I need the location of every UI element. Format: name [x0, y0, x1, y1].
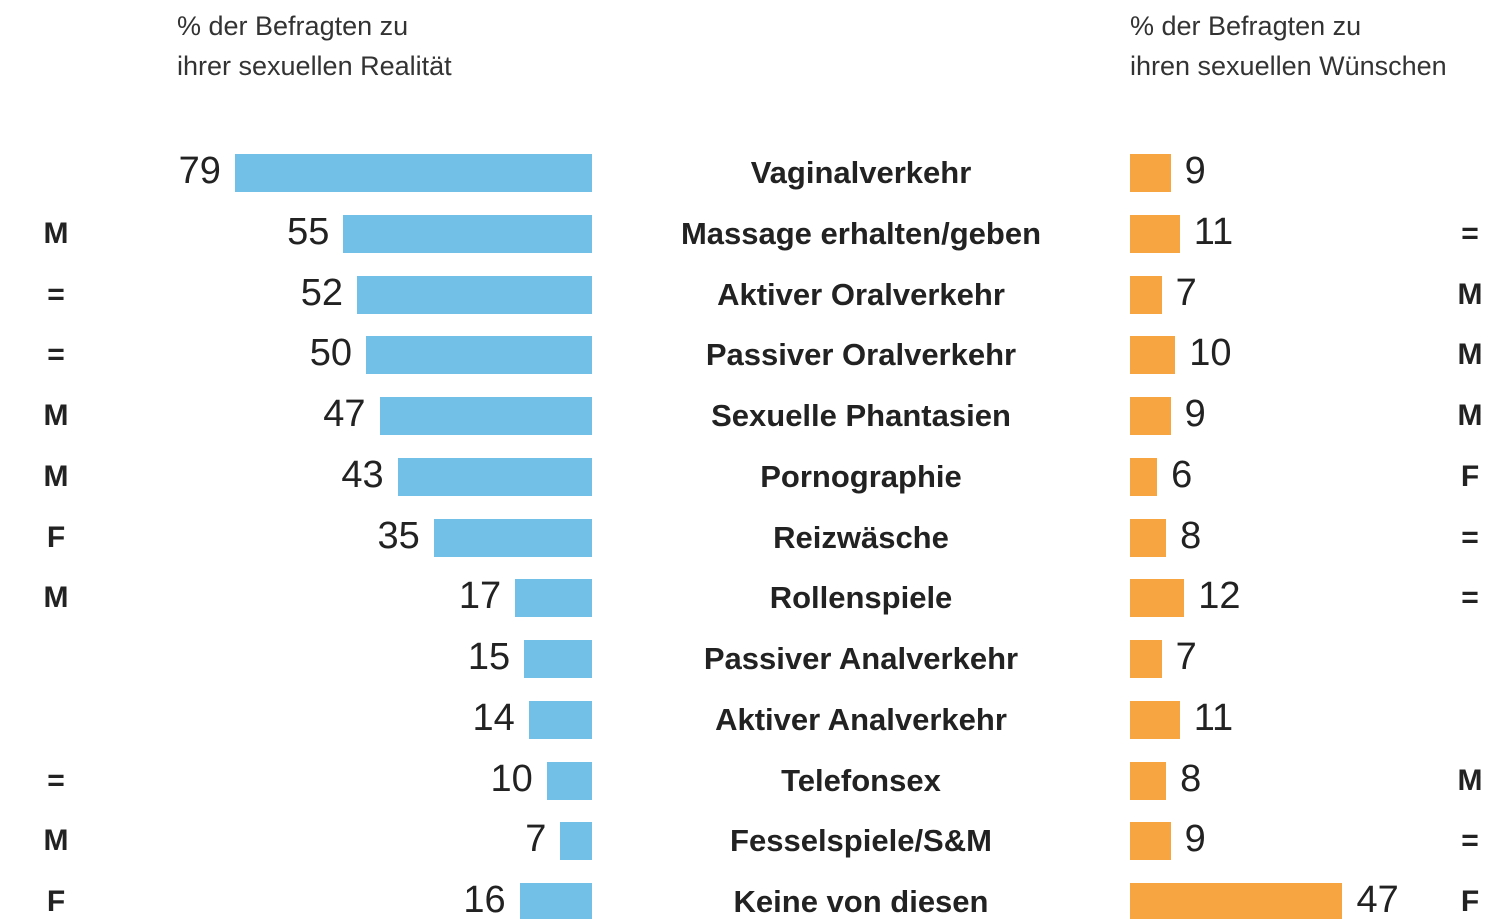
- bar: [546, 761, 592, 800]
- bar: [356, 275, 592, 314]
- value-label: 6: [1171, 453, 1193, 496]
- value-label: 9: [1184, 818, 1206, 861]
- bar: [1130, 579, 1185, 618]
- gender-marker: =: [1461, 216, 1479, 250]
- bar: [515, 579, 592, 618]
- category-label: Aktiver Oralverkehr: [717, 276, 1005, 312]
- right-header: % der Befragten zu ihren sexuellen Wünsc…: [1130, 11, 1447, 81]
- value-label: 17: [458, 575, 502, 618]
- value-label: 16: [463, 879, 506, 919]
- value-label: 35: [377, 514, 420, 557]
- value-label: 7: [525, 818, 547, 861]
- category-label: Passiver Analverkehr: [703, 641, 1019, 676]
- value-label: 12: [1198, 575, 1241, 618]
- category-label: Vaginalverkehr: [750, 155, 972, 190]
- bar: [1130, 640, 1162, 678]
- bar: [366, 336, 592, 375]
- gender-marker: M: [1457, 338, 1483, 372]
- bar: [560, 822, 592, 861]
- gender-marker: =: [47, 277, 65, 311]
- value-label: 10: [490, 757, 533, 800]
- bar: [1130, 700, 1180, 739]
- category-label: Fesselspiele/S&M: [730, 823, 992, 859]
- left-header: % der Befragten zu ihrer sexuellen Reali…: [177, 11, 452, 81]
- gender-marker: =: [47, 763, 65, 797]
- value-label: 11: [1193, 696, 1234, 739]
- bar: [1130, 214, 1180, 253]
- gender-marker: M: [43, 581, 69, 615]
- value-label: 9: [1184, 393, 1206, 435]
- bar: [1130, 761, 1167, 800]
- bar: [1130, 457, 1158, 496]
- gender-marker: M: [43, 399, 69, 432]
- gender-marker: M: [43, 459, 69, 493]
- category-label: Passiver Oralverkehr: [705, 337, 1017, 373]
- category-label: Massage erhalten/geben: [680, 215, 1042, 251]
- value-label: 50: [309, 332, 352, 375]
- gender-marker: F: [46, 885, 66, 918]
- bar: [379, 397, 592, 435]
- value-label: 8: [1180, 514, 1202, 557]
- category-label: Keine von diesen: [733, 884, 989, 919]
- gender-marker: M: [43, 216, 69, 250]
- bar: [1130, 154, 1171, 192]
- value-label: 10: [1189, 332, 1232, 375]
- value-label: 8: [1180, 757, 1202, 800]
- value-label: 55: [287, 210, 330, 253]
- value-label: 47: [323, 393, 366, 435]
- gender-marker: F: [1460, 459, 1480, 493]
- value-label: 9: [1184, 150, 1206, 192]
- gender-marker: F: [1460, 885, 1480, 918]
- gender-marker: =: [1461, 520, 1479, 554]
- bar: [1130, 822, 1171, 861]
- value-label: 15: [467, 636, 511, 678]
- bar: [528, 700, 592, 739]
- bar: [519, 883, 592, 919]
- gender-marker: M: [1457, 277, 1483, 311]
- category-label: Reizwäsche: [773, 519, 949, 555]
- value-label: 7: [1175, 271, 1197, 314]
- value-label: 14: [472, 696, 515, 739]
- bar: [1130, 336, 1176, 375]
- gender-marker: M: [1457, 763, 1483, 797]
- gender-marker: M: [43, 824, 69, 858]
- bar: [1130, 883, 1343, 919]
- gender-marker: M: [1457, 399, 1483, 432]
- value-label: 47: [1356, 879, 1399, 919]
- bar: [1130, 275, 1162, 314]
- value-label: 52: [300, 271, 343, 314]
- gender-marker: F: [46, 520, 66, 554]
- category-label: Pornographie: [760, 458, 962, 494]
- value-label: 79: [178, 150, 221, 192]
- value-label: 11: [1193, 210, 1234, 253]
- category-label: Sexuelle Phantasien: [711, 398, 1011, 433]
- bar: [343, 214, 592, 253]
- bar: [524, 640, 592, 678]
- bar: [433, 518, 592, 557]
- value-label: 43: [341, 453, 384, 496]
- gender-marker: =: [1461, 581, 1479, 615]
- gender-marker: =: [1461, 824, 1479, 858]
- category-label: Telefonsex: [781, 762, 941, 798]
- category-label: Aktiver Analverkehr: [715, 701, 1007, 737]
- value-label: 7: [1175, 636, 1197, 678]
- bar: [1130, 397, 1171, 435]
- gender-marker: =: [47, 338, 65, 372]
- category-label: Rollenspiele: [769, 580, 953, 616]
- bar: [397, 457, 592, 496]
- bar: [234, 154, 592, 192]
- bar: [1130, 518, 1167, 557]
